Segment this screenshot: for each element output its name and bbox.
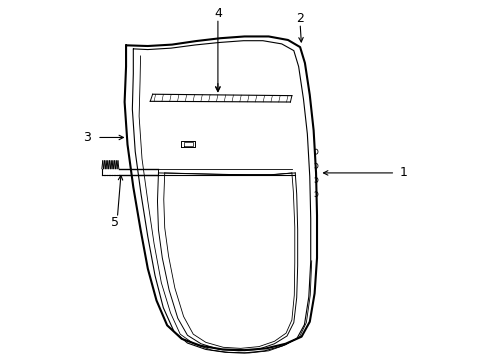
Text: 4: 4 — [214, 7, 222, 20]
Text: 1: 1 — [399, 166, 407, 179]
Text: 2: 2 — [296, 12, 304, 25]
Text: 5: 5 — [111, 216, 119, 229]
Text: 3: 3 — [83, 131, 91, 144]
